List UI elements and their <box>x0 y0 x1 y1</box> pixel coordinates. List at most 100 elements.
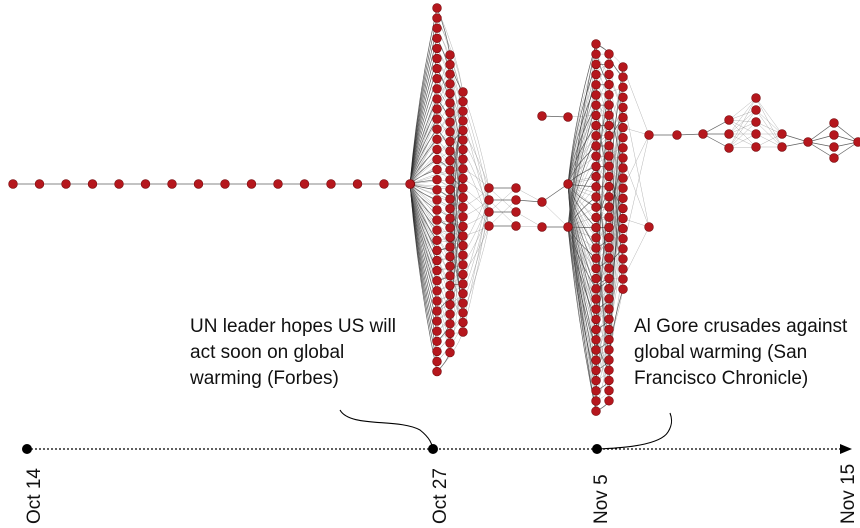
cascade-node <box>592 152 601 161</box>
cascade-node <box>446 118 455 127</box>
cascade-edge <box>542 202 568 227</box>
cascade-node <box>485 196 494 205</box>
cascade-node <box>592 121 601 130</box>
cascade-node <box>433 4 442 13</box>
cascade-node <box>752 106 761 115</box>
cascade-node <box>433 256 442 265</box>
cascade-node <box>327 180 336 189</box>
cascade-node <box>538 112 547 121</box>
cascade-node <box>446 339 455 348</box>
cascade-node <box>459 241 468 250</box>
cascade-node <box>605 111 614 120</box>
cascade-node <box>446 60 455 69</box>
cascade-node <box>605 284 614 293</box>
cascade-node <box>446 243 455 252</box>
cascade-node <box>592 295 601 304</box>
cascade-node <box>485 222 494 231</box>
cascade-node <box>605 366 614 375</box>
cascade-node <box>592 91 601 100</box>
cascade-node <box>605 396 614 405</box>
cascade-node <box>592 356 601 365</box>
annotation-sf-chronicle: Al Gore crusades against global warming … <box>634 314 847 392</box>
cascade-node <box>605 50 614 59</box>
cascade-node <box>433 226 442 235</box>
cascade-node <box>619 174 628 183</box>
cascade-node <box>725 130 734 139</box>
cascade-node <box>619 204 628 213</box>
cascade-node <box>592 182 601 191</box>
cascade-node <box>645 223 654 232</box>
cascade-node <box>433 357 442 366</box>
cascade-node <box>406 180 415 189</box>
cascade-node <box>446 175 455 184</box>
cascade-node <box>830 154 839 163</box>
cascade-node <box>619 143 628 152</box>
cascade-node <box>564 113 573 122</box>
cascade-node <box>433 337 442 346</box>
cascade-node <box>115 180 124 189</box>
cascade-node <box>446 137 455 146</box>
cascade-node <box>605 315 614 324</box>
annotation-sf-chronicle-line-3: Francisco Chronicle) <box>634 366 847 392</box>
cascade-node <box>459 280 468 289</box>
cascade-node <box>168 180 177 189</box>
cascade-node <box>592 80 601 89</box>
cascade-node <box>592 305 601 314</box>
cascade-node <box>564 223 573 232</box>
cascade-node <box>433 175 442 184</box>
cascade-node <box>619 133 628 142</box>
cascade-node <box>353 180 362 189</box>
cascade-node <box>433 236 442 245</box>
cascade-node <box>605 172 614 181</box>
cascade-node <box>433 297 442 306</box>
cascade-node <box>459 116 468 125</box>
cascade-node <box>605 213 614 222</box>
cascade-node <box>564 180 573 189</box>
cascade-node <box>446 262 455 271</box>
cascade-node <box>446 233 455 242</box>
cascade-node <box>619 234 628 243</box>
cascade-node <box>446 300 455 309</box>
cascade-node <box>433 165 442 174</box>
cascade-node <box>592 376 601 385</box>
cascade-node <box>459 164 468 173</box>
cascade-node <box>619 83 628 92</box>
cascade-node <box>446 127 455 136</box>
cascade-node <box>830 131 839 140</box>
annotation-sf-chronicle-line-1: Al Gore crusades against <box>634 314 847 340</box>
cascade-node <box>592 315 601 324</box>
cascade-node <box>592 244 601 253</box>
cascade-node <box>433 95 442 104</box>
cascade-node <box>619 164 628 173</box>
timeline-marker-oct14 <box>22 444 32 454</box>
cascade-node <box>592 70 601 79</box>
cascade-node <box>592 254 601 263</box>
cascade-node <box>459 328 468 337</box>
cascade-node <box>645 131 654 140</box>
cascade-node <box>446 291 455 300</box>
cascade-node <box>605 90 614 99</box>
cascade-node <box>830 119 839 128</box>
cascade-node <box>446 51 455 60</box>
cascade-node <box>512 208 521 217</box>
cascade-node <box>433 307 442 316</box>
cascade-node <box>592 101 601 110</box>
cascade-edge <box>542 184 568 202</box>
cascade-node <box>446 271 455 280</box>
cascade-node <box>446 348 455 357</box>
cascade-node <box>592 213 601 222</box>
cascade-node <box>433 125 442 134</box>
cascade-node <box>605 80 614 89</box>
cascade-node <box>605 254 614 263</box>
cascade-node <box>854 138 860 147</box>
cascade-node <box>446 214 455 223</box>
cascade-node <box>778 130 787 139</box>
cascade-node <box>194 180 203 189</box>
cascade-node <box>433 286 442 295</box>
cascade-node <box>459 126 468 135</box>
cascade-node <box>274 180 283 189</box>
cascade-node <box>605 70 614 79</box>
cascade-node <box>605 335 614 344</box>
cascade-node <box>433 84 442 93</box>
cascade-node <box>459 289 468 298</box>
